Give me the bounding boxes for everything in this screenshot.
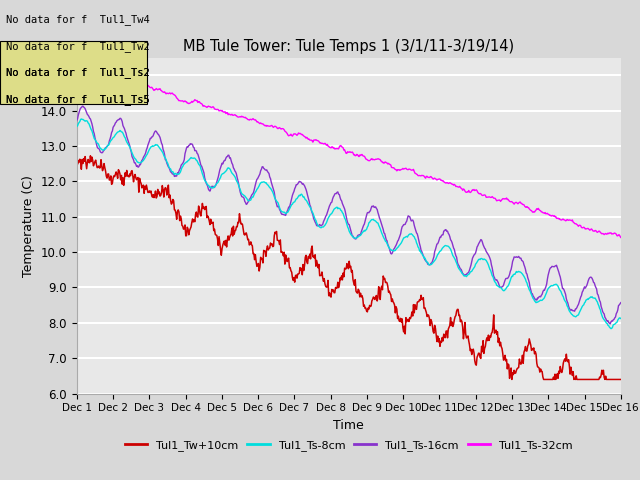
Text: No data for f  Tul1_Ts2: No data for f Tul1_Ts2 xyxy=(6,67,150,78)
Title: MB Tule Tower: Tule Temps 1 (3/1/11-3/19/14): MB Tule Tower: Tule Temps 1 (3/1/11-3/19… xyxy=(183,39,515,54)
Text: No data for f  Tul1_Tw4: No data for f Tul1_Tw4 xyxy=(6,14,150,25)
Text: No data for f  Tul1_Ts5: No data for f Tul1_Ts5 xyxy=(6,94,150,105)
Text: No data for f  Tul1_Tw2: No data for f Tul1_Tw2 xyxy=(6,41,150,52)
Text: No data for f  Tul1_Ts2: No data for f Tul1_Ts2 xyxy=(6,67,150,78)
Legend: Tul1_Tw+10cm, Tul1_Ts-8cm, Tul1_Ts-16cm, Tul1_Ts-32cm: Tul1_Tw+10cm, Tul1_Ts-8cm, Tul1_Ts-16cm,… xyxy=(121,435,577,455)
X-axis label: Time: Time xyxy=(333,419,364,432)
Text: No data for f  Tul1_Ts5: No data for f Tul1_Ts5 xyxy=(6,94,150,105)
Y-axis label: Temperature (C): Temperature (C) xyxy=(22,175,35,276)
